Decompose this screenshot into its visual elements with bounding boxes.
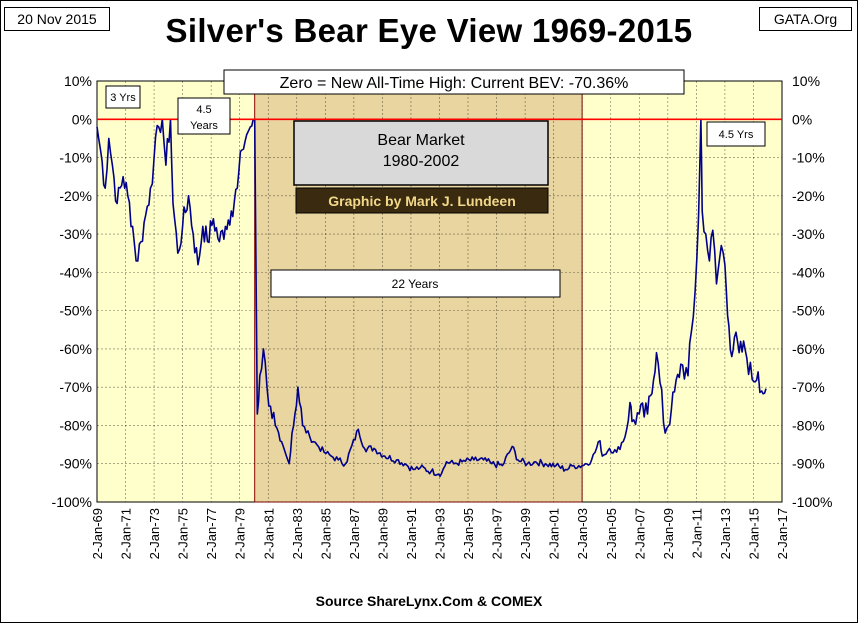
x-tick-label: 2-Jan-69	[90, 508, 105, 559]
x-tick-label: 2-Jan-05	[604, 508, 619, 559]
y-tick-label-left: -30%	[59, 226, 92, 242]
x-tick-label: 2-Jan-75	[176, 508, 191, 559]
x-tick-label: 2-Jan-85	[318, 508, 333, 559]
y-tick-label-left: 0%	[72, 111, 92, 127]
x-tick-label: 2-Jan-71	[119, 508, 134, 559]
bev-note-box	[223, 69, 685, 95]
y-tick-label-left: -40%	[59, 264, 92, 280]
y-tick-label-left: -20%	[59, 188, 92, 204]
y-tick-label-left: -60%	[59, 341, 92, 357]
x-tick-label: 2-Jan-87	[347, 508, 362, 559]
source-tag: GATA.Org	[759, 7, 852, 31]
bear-market-title-line1: Bear Market	[377, 132, 465, 149]
x-tick-label: 2-Jan-83	[290, 508, 305, 559]
x-tick-label: 2-Jan-11	[689, 508, 704, 558]
y-tick-label-right: -50%	[792, 303, 825, 319]
span-3-years-box	[105, 85, 141, 109]
x-tick-label: 2-Jan-93	[433, 508, 448, 559]
span-45-years-box	[177, 97, 231, 135]
y-tick-label-right: -80%	[792, 417, 825, 433]
x-tick-label: 2-Jan-77	[204, 508, 219, 559]
y-tick-label-right: -100%	[792, 494, 832, 510]
span-45-years-label-line2: Years	[190, 120, 218, 132]
y-tick-label-left: -70%	[59, 379, 92, 395]
x-tick-label: 2-Jan-97	[490, 508, 505, 559]
y-tick-label-right: 10%	[792, 73, 820, 89]
x-tick-label: 2-Jan-95	[461, 508, 476, 559]
span-45-years-label-line1: 4.5	[196, 104, 211, 116]
y-tick-label-right: -90%	[792, 456, 825, 472]
x-tick-label: 2-Jan-79	[233, 508, 248, 559]
silver-bev-line	[96, 118, 767, 478]
chart-title: Silver's Bear Eye View 1969-2015	[165, 12, 693, 49]
span-45-yrs-box	[706, 121, 766, 147]
x-tick-label: 2-Jan-03	[575, 508, 590, 559]
y-tick-label-right: -10%	[792, 150, 825, 166]
x-tick-label: 2-Jan-99	[518, 508, 533, 559]
date-label: 20 Nov 2015	[4, 7, 110, 31]
bear-market-title-box	[293, 120, 549, 186]
source-note: Source ShareLynx.Com & COMEX	[315, 593, 543, 609]
x-tick-label: 2-Jan-81	[261, 508, 276, 559]
y-tick-label-left: -50%	[59, 303, 92, 319]
credit-box	[295, 187, 549, 214]
y-tick-label-left: -80%	[59, 417, 92, 433]
span-3-years-label: 3 Yrs	[110, 92, 136, 104]
y-tick-label-left: -90%	[59, 456, 92, 472]
bear-market-title-line2: 1980-2002	[383, 153, 460, 170]
y-tick-label-right: -20%	[792, 188, 825, 204]
x-tick-label: 2-Jan-15	[746, 508, 761, 559]
y-tick-label-right: -60%	[792, 341, 825, 357]
bev-note-text: Zero = New All-Time High: Current BEV: -…	[280, 75, 629, 92]
y-tick-label-left: -100%	[52, 494, 92, 510]
span-45-yrs-label: 4.5 Yrs	[719, 129, 754, 141]
y-tick-label-right: 0%	[792, 111, 812, 127]
x-tick-label: 2-Jan-89	[375, 508, 390, 559]
y-tick-label-left: 10%	[64, 73, 92, 89]
y-tick-label-right: -70%	[792, 379, 825, 395]
credit-text: Graphic by Mark J. Lundeen	[328, 193, 516, 209]
y-tick-label-right: -40%	[792, 264, 825, 280]
span-22-years-box	[270, 269, 561, 298]
y-tick-label-left: -10%	[59, 150, 92, 166]
x-tick-label: 2-Jan-09	[661, 508, 676, 559]
x-tick-label: 2-Jan-17	[775, 508, 790, 559]
span-22-years-label: 22 Years	[392, 277, 439, 291]
x-tick-label: 2-Jan-91	[404, 508, 419, 559]
x-tick-label: 2-Jan-07	[632, 508, 647, 559]
x-tick-label: 2-Jan-01	[547, 508, 562, 559]
x-tick-label: 2-Jan-13	[718, 508, 733, 559]
y-tick-label-right: -30%	[792, 226, 825, 242]
x-tick-label: 2-Jan-73	[147, 508, 162, 559]
